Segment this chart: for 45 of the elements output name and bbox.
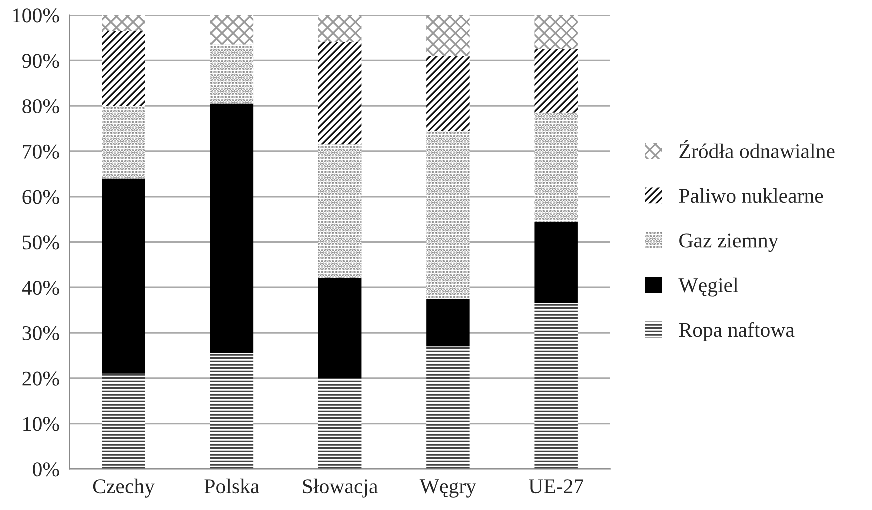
bar [318, 144, 362, 279]
legend-label: Źródła odnawialne [680, 140, 835, 158]
x-tick-label: Czechy [93, 478, 155, 498]
bar [534, 49, 578, 113]
bar [426, 131, 470, 299]
bar [210, 104, 254, 354]
bar [318, 15, 362, 43]
bar [102, 178, 146, 374]
bar [534, 304, 578, 470]
y-tick-label: 60% [22, 190, 60, 204]
bar [102, 15, 146, 32]
bar [318, 42, 362, 145]
y-tick-label: 20% [22, 372, 60, 386]
legend-label: Gaz ziemny [680, 234, 779, 252]
x-tick-label: Węgry [420, 480, 476, 498]
bar [534, 112, 578, 222]
bar [102, 106, 146, 179]
y-tick-label: 100% [13, 8, 60, 23]
bar [426, 15, 470, 56]
y-tick-label: 90% [22, 54, 60, 68]
y-tick-label: 80% [22, 99, 60, 114]
y-tick-label: 10% [24, 417, 60, 432]
y-tick-label: 30% [22, 326, 60, 341]
bar [426, 298, 470, 347]
bar [210, 353, 254, 470]
bar [318, 278, 362, 378]
bar [426, 56, 470, 132]
bar [318, 378, 362, 470]
y-tick-label: 40% [22, 281, 60, 296]
y-tick-label: 0% [33, 462, 60, 477]
x-tick-label: Słowacja [303, 478, 378, 498]
bar [102, 374, 146, 470]
x-tick-label: UE-27 [529, 480, 584, 494]
y-tick-label: 50% [23, 236, 60, 250]
bar [102, 31, 146, 106]
x-tick-label: Polska [204, 478, 260, 494]
legend-label: Paliwo nuklearne [679, 188, 824, 204]
legend-label: Ropa naftowa [679, 322, 795, 342]
bar [426, 346, 470, 470]
bar [534, 15, 578, 50]
y-tick-label: 70% [23, 144, 60, 159]
bar [210, 15, 254, 45]
bar [210, 44, 254, 104]
legend-label: Węgiel [678, 278, 738, 297]
bar [534, 222, 578, 304]
